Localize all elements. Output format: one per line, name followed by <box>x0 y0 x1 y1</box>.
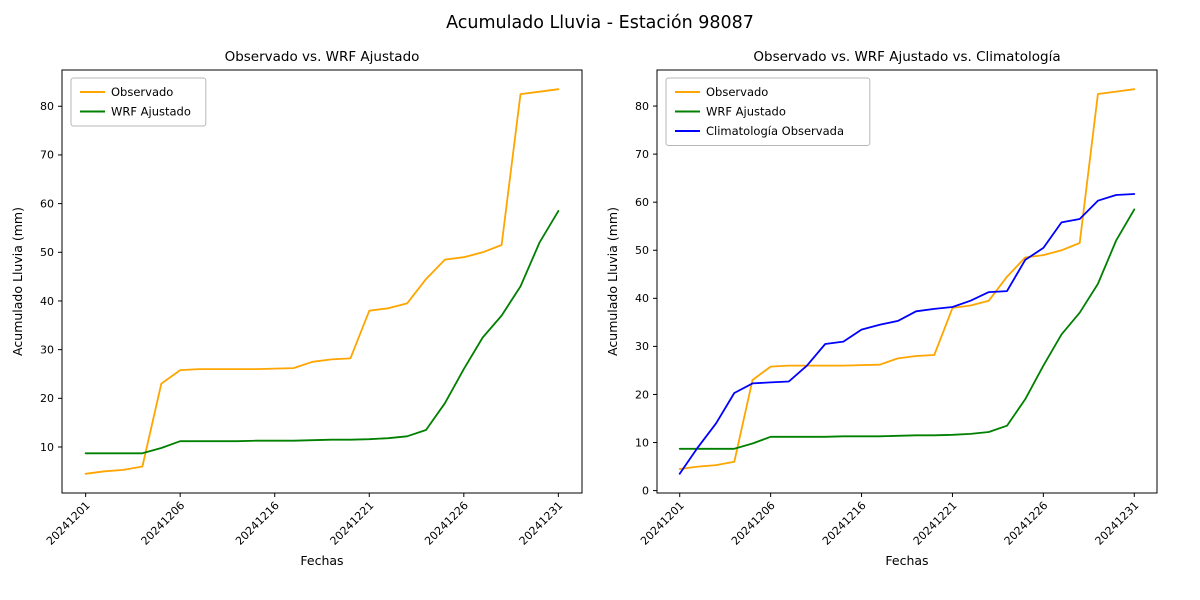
y-tick-label: 30 <box>635 340 649 353</box>
x-tick-label: 20241206 <box>729 499 778 548</box>
series-line-climatolog-a-observada <box>678 193 1136 475</box>
y-tick-label: 10 <box>635 436 649 449</box>
x-tick-label: 20241221 <box>328 499 377 548</box>
axes-border <box>656 69 1158 494</box>
y-tick-label: 70 <box>40 149 54 162</box>
y-tick-label: 60 <box>635 196 649 209</box>
x-tick-label: 20241216 <box>820 499 869 548</box>
legend-label-climatolog-a-observada: Climatología Observada <box>706 124 844 138</box>
legend-label-observado: Observado <box>706 85 768 99</box>
y-tick-label: 20 <box>635 388 649 401</box>
x-axis-label: Fechas <box>885 553 928 568</box>
series-line-wrf-ajustado <box>678 208 1136 450</box>
x-tick-label: 20241231 <box>517 499 566 548</box>
legend-box <box>70 77 207 127</box>
x-tick-label: 20241206 <box>139 499 188 548</box>
subplot-left: Observado vs. WRF Ajustado 10 20 30 40 50 60 70… <box>10 49 583 568</box>
y-tick-label: 80 <box>635 100 649 113</box>
legend-label-wrf-ajustado: WRF Ajustado <box>706 105 786 119</box>
y-tick-label: 50 <box>40 246 54 259</box>
x-tick-label: 20241216 <box>233 499 282 548</box>
y-tick-label: 70 <box>635 148 649 161</box>
figure-title: Acumulado Lluvia - Estación 98087 <box>446 13 754 33</box>
x-tick-label: 20241201 <box>638 499 687 548</box>
y-tick-label: 0 <box>642 484 649 497</box>
legend-box <box>665 77 871 146</box>
y-axis-label: Acumulado Lluvia (mm) <box>605 207 620 356</box>
x-tick-label: 20241201 <box>44 499 93 548</box>
y-tick-label: 30 <box>40 343 54 356</box>
y-tick-label: 10 <box>40 441 54 454</box>
x-tick-label: 20241226 <box>422 499 471 548</box>
legend-label-observado: Observado <box>111 85 173 99</box>
subplot-right: Observado vs. WRF Ajustado vs. Climatolo… <box>605 49 1158 568</box>
y-tick-label: 20 <box>40 392 54 405</box>
y-tick-label: 50 <box>635 244 649 257</box>
y-tick-label: 60 <box>40 197 54 210</box>
y-tick-label: 80 <box>40 100 54 113</box>
y-axis-label: Acumulado Lluvia (mm) <box>10 207 25 356</box>
series-line-observado <box>84 88 560 475</box>
x-tick-label: 20241226 <box>1002 499 1051 548</box>
axes-border <box>61 69 583 494</box>
x-tick-label: 20241221 <box>911 499 960 548</box>
series-line-wrf-ajustado <box>84 209 560 455</box>
y-tick-label: 40 <box>40 295 54 308</box>
x-tick-label: 20241231 <box>1093 499 1142 548</box>
series-line-observado <box>678 88 1136 470</box>
legend-label-wrf-ajustado: WRF Ajustado <box>111 105 191 119</box>
x-axis-label: Fechas <box>300 553 343 568</box>
subplot-title: Observado vs. WRF Ajustado vs. Climatolo… <box>753 49 1060 65</box>
subplot-title: Observado vs. WRF Ajustado <box>225 49 420 65</box>
y-tick-label: 40 <box>635 292 649 305</box>
